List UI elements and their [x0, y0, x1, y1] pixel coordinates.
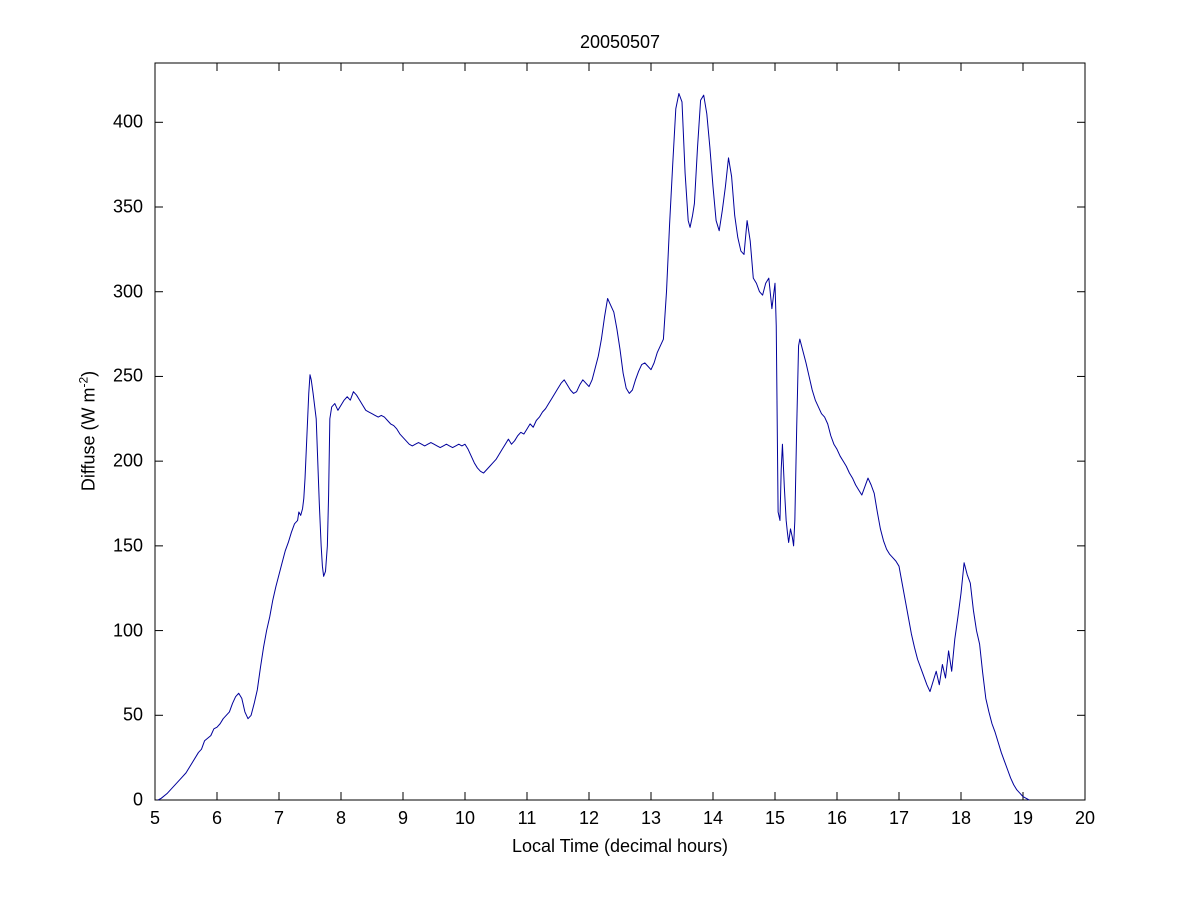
x-tick-label: 8 [335, 808, 347, 828]
x-tick-label: 9 [397, 808, 409, 828]
x-tick-label: 20 [1074, 808, 1096, 828]
axes-box [154, 62, 1086, 801]
x-tick-label: 14 [702, 808, 724, 828]
x-tick-label: 15 [764, 808, 786, 828]
y-tick-label: 250 [112, 365, 143, 386]
y-tick-label: 300 [112, 281, 143, 302]
x-tick-label: 7 [273, 808, 285, 828]
diffuse-line-series [157, 93, 1030, 801]
y-tick-label: 200 [112, 450, 143, 471]
x-axis-label: Local Time (decimal hours) [511, 836, 729, 856]
y-axis-label-suffix: ) [78, 370, 99, 377]
y-axis-label-prefix: Diffuse (W m [78, 387, 99, 492]
y-tick-label: 50 [122, 704, 143, 725]
x-tick-label: 19 [1012, 808, 1034, 828]
x-tick-label: 5 [149, 808, 161, 828]
x-tick-label: 11 [517, 808, 537, 828]
x-tick-label: 18 [950, 808, 972, 828]
x-tick-label: 6 [211, 808, 223, 828]
y-axis-label: Diffuse (W m-2) [77, 371, 100, 491]
y-tick-label: 150 [112, 535, 143, 556]
y-tick-label: 100 [112, 620, 143, 641]
x-tick-label: 10 [454, 808, 476, 828]
y-tick-label: 0 [132, 789, 143, 810]
y-tick-label: 400 [112, 111, 143, 132]
x-tick-label: 16 [826, 808, 848, 828]
x-tick-label: 17 [888, 808, 910, 828]
x-tick-label: 12 [578, 808, 600, 828]
chart-title: 20050507 [579, 32, 661, 52]
y-axis-label-superscript: -2 [76, 376, 91, 388]
x-tick-label: 13 [640, 808, 662, 828]
y-tick-label: 350 [112, 196, 143, 217]
